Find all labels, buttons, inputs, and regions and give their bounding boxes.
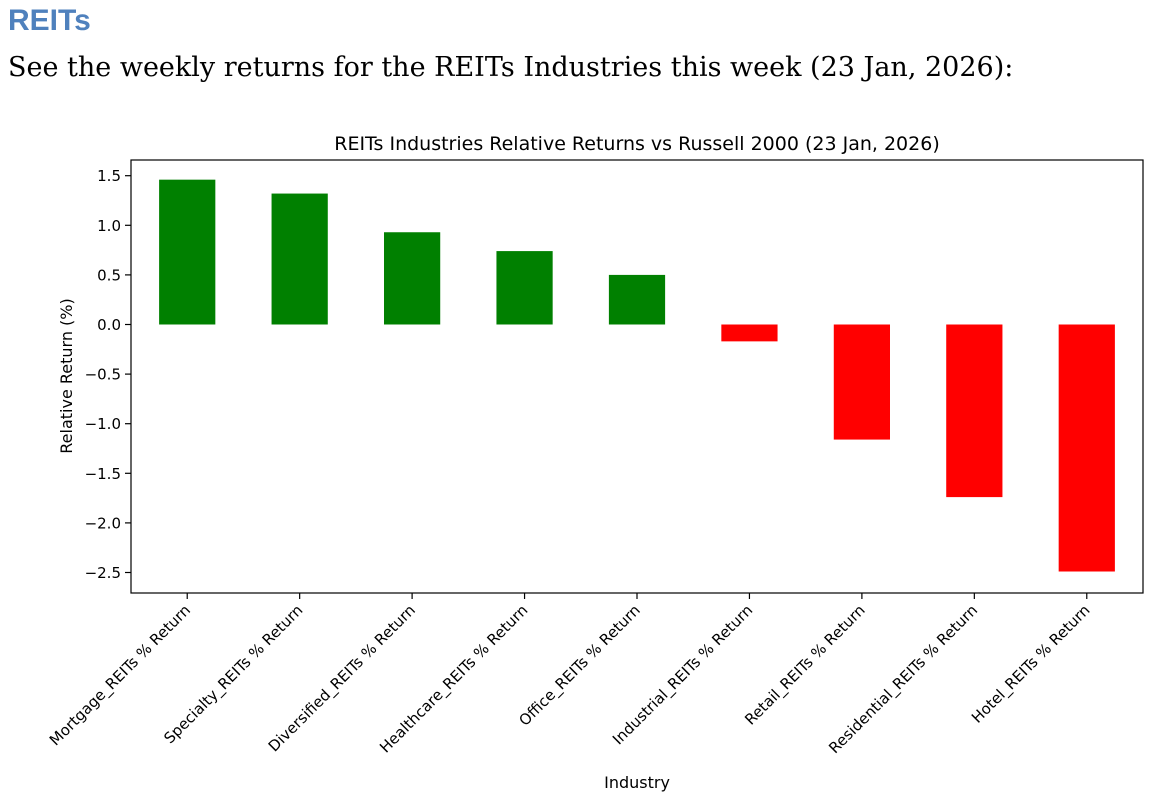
plot-frame — [130, 159, 1144, 594]
bar — [159, 179, 216, 325]
x-tick-label: Office_REITs % Return — [515, 601, 644, 730]
bar — [608, 274, 666, 325]
y-tick-label: 0.5 — [97, 266, 121, 284]
y-tick-label: −1.5 — [85, 465, 121, 483]
bar — [271, 193, 328, 325]
y-tick-label: −1.0 — [85, 415, 121, 433]
y-axis-label: Relative Return (%) — [57, 298, 76, 453]
intro-text: See the weekly returns for the REITs Ind… — [8, 52, 1014, 83]
y-tick-label: −2.0 — [85, 514, 121, 532]
page-heading: REITs — [8, 4, 91, 37]
x-tick-label: Hotel_REITs % Return — [968, 601, 1094, 727]
y-tick-label: 1.0 — [97, 217, 121, 235]
y-tick-label: −2.5 — [85, 564, 121, 582]
x-tick-label: Retail_REITs % Return — [741, 601, 869, 729]
bars-group — [159, 179, 1115, 572]
y-tick-label: −0.5 — [85, 366, 121, 384]
bar — [721, 324, 778, 342]
y-tick-label: 1.5 — [97, 167, 121, 185]
bar — [833, 324, 890, 440]
bar — [384, 232, 441, 325]
y-tick-label: 0.0 — [97, 316, 121, 334]
bar — [1058, 324, 1115, 572]
bar — [946, 324, 1003, 498]
bar — [496, 251, 553, 325]
x-axis-label: Industry — [604, 773, 670, 792]
chart-title: REITs Industries Relative Returns vs Rus… — [334, 133, 940, 155]
y-ticks-group: 1.5 1.0 0.5 0.0 −0.5 −1.0 −1.5 −2.0 −2.5 — [85, 167, 131, 582]
